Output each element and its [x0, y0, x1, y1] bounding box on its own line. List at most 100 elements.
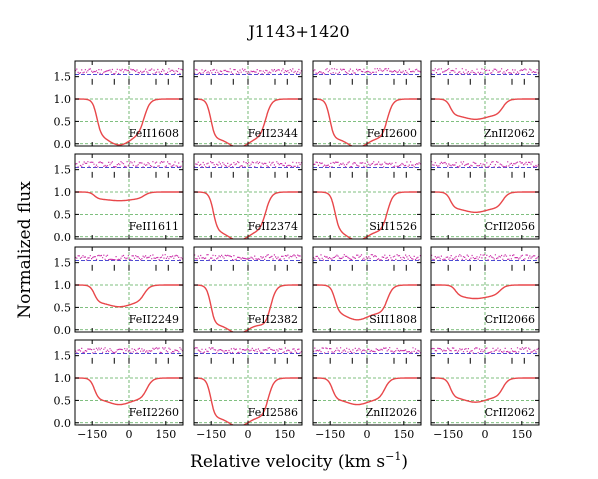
panel-znii2062: ZnII2062 [430, 60, 540, 147]
residual-points [75, 347, 183, 354]
panel-feii2586: −150 0 150 FeII2586 [193, 339, 303, 441]
y-axis-label: Normalized flux [15, 181, 35, 319]
model-fit [75, 191, 183, 202]
y-tick-label: 1.5 [54, 257, 72, 270]
panels-group: 0.0 0.5 1.0 1.5 FeII1608 FeII2344 FeII2600 ZnII… [54, 60, 540, 441]
residual-points [431, 68, 539, 75]
panel-plot-area [75, 61, 183, 146]
panel-plot-area [431, 340, 539, 425]
panel-label: FeII2382 [248, 313, 298, 326]
panel-label: FeII1608 [129, 127, 179, 140]
model-fit [75, 377, 183, 406]
model-fit [431, 284, 539, 300]
chart-title: J1143+1420 [246, 22, 349, 41]
panel-plot-area [75, 154, 183, 239]
panel-label: FeII2600 [367, 127, 417, 140]
panel-plot-area [194, 247, 302, 332]
x-tick-label: 0 [364, 428, 371, 441]
panel-crii2056: CrII2056 [430, 153, 540, 240]
panel-crii2066: CrII2066 [430, 246, 540, 333]
panel-feii1608: 0.0 0.5 1.0 1.5 FeII1608 [54, 60, 184, 151]
residual-points [431, 347, 539, 354]
model-fit [75, 98, 183, 146]
y-tick-label: 0.5 [54, 394, 72, 407]
model-fit [431, 377, 539, 403]
panel-plot-area [431, 154, 539, 239]
x-tick-label: −150 [196, 428, 226, 441]
residual-points [313, 68, 421, 75]
y-tick-label: 1.5 [54, 164, 72, 177]
residual-points [75, 68, 183, 75]
x-tick-label: 150 [155, 428, 176, 441]
y-tick-label: 0.5 [54, 208, 72, 221]
x-tick-label: 150 [274, 428, 295, 441]
panel-feii2249: 0.0 0.5 1.0 1.5 FeII2249 [54, 246, 184, 337]
panel-plot-area [313, 340, 421, 425]
panel-label: ZnII2062 [484, 127, 535, 140]
y-tick-label: 0.0 [54, 324, 72, 337]
panel-znii2026: −150 0 150 ZnII2026 [312, 339, 422, 441]
panel-label: ZnII2026 [366, 406, 417, 419]
panel-feii2382: FeII2382 [193, 246, 303, 333]
y-tick-label: 1.0 [54, 279, 72, 292]
panel-label: FeII2260 [129, 406, 179, 419]
y-tick-label: 1.0 [54, 372, 72, 385]
panel-label: FeII2249 [129, 313, 179, 326]
x-tick-label: 0 [126, 428, 133, 441]
panel-plot-area [75, 247, 183, 332]
model-fit [313, 377, 421, 406]
x-tick-label: 150 [511, 428, 532, 441]
y-tick-label: 0.0 [54, 138, 72, 151]
residual-points [313, 347, 421, 354]
residual-points [313, 254, 421, 261]
y-tick-label: 0.5 [54, 301, 72, 314]
residual-points [194, 347, 302, 354]
panel-plot-area [75, 340, 183, 425]
y-tick-label: 0.5 [54, 115, 72, 128]
x-tick-label: −150 [77, 428, 107, 441]
panel-crii2062: −150 0 150 CrII2062 [430, 339, 540, 441]
model-fit [75, 284, 183, 308]
panel-label: FeII1611 [129, 220, 179, 233]
y-tick-label: 1.0 [54, 93, 72, 106]
x-axis-label-main: Relative velocity (km s [190, 452, 385, 472]
panel-label: FeII2586 [248, 406, 298, 419]
panel-feii2374: FeII2374 [193, 153, 303, 240]
residual-points [313, 161, 421, 168]
x-tick-label: −150 [433, 428, 463, 441]
panel-label: SiII1526 [369, 220, 417, 233]
x-tick-label: 0 [482, 428, 489, 441]
panel-label: SiII1808 [369, 313, 417, 326]
x-axis-label: Relative velocity (km s−1) [190, 450, 408, 472]
panel-plot-area [431, 61, 539, 146]
panel-feii2344: FeII2344 [193, 60, 303, 147]
model-fit [431, 191, 539, 213]
residual-points [431, 161, 539, 168]
residual-points [194, 68, 302, 75]
panel-siii1526: SiII1526 [312, 153, 422, 240]
y-tick-label: 1.5 [54, 350, 72, 363]
panel-plot-area [194, 154, 302, 239]
y-tick-label: 1.5 [54, 71, 72, 84]
x-axis-label-sup: −1 [385, 450, 401, 463]
panel-feii2260: −150 0 150 0.0 0.5 1.0 1.5 FeII2260 [54, 339, 184, 441]
model-fit [313, 284, 421, 321]
model-fit [431, 98, 539, 120]
panel-feii2600: FeII2600 [312, 60, 422, 147]
residual-points [75, 161, 183, 168]
panel-label: FeII2374 [248, 220, 298, 233]
x-tick-label: −150 [315, 428, 345, 441]
x-tick-label: 0 [245, 428, 252, 441]
panel-label: CrII2062 [485, 406, 535, 419]
residual-points [431, 254, 539, 261]
residual-points [194, 254, 302, 261]
panel-label: CrII2056 [485, 220, 535, 233]
x-axis-label-close: ) [401, 452, 408, 472]
x-tick-label: 150 [393, 428, 414, 441]
panel-plot-area [431, 247, 539, 332]
panel-siii1808: SiII1808 [312, 246, 422, 333]
residual-points [194, 161, 302, 168]
panel-plot-area [313, 247, 421, 332]
